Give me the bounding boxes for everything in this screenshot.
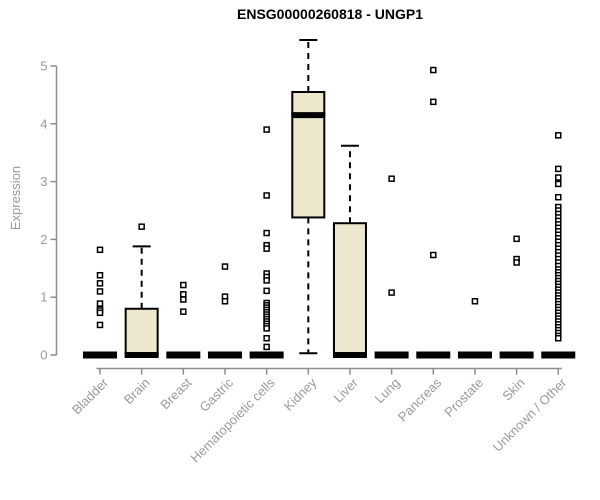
outlier-point — [263, 343, 270, 351]
outlier-point — [138, 223, 145, 230]
outlier-point — [555, 180, 562, 188]
y-tick-label: 5 — [40, 59, 47, 74]
x-tick-label: Bladder — [69, 375, 112, 418]
outlier-point — [263, 325, 270, 332]
outlier-point — [471, 297, 479, 305]
outlier-point — [555, 174, 562, 181]
outlier-point — [180, 281, 187, 289]
x-tick-label: Gastric — [196, 375, 236, 415]
outlier-point — [96, 321, 104, 329]
box — [291, 91, 326, 219]
chart-title: ENSG00000260818 - UNGP1 — [237, 6, 423, 22]
outlier-point — [513, 235, 520, 243]
outlier-point — [96, 271, 104, 279]
x-tick-label: Breast — [157, 375, 194, 412]
box — [332, 222, 367, 356]
outlier-point — [96, 300, 104, 307]
outlier-point — [430, 251, 437, 259]
x-tick-label: Brain — [121, 375, 153, 407]
outlier-point — [221, 297, 229, 305]
outlier-point — [221, 263, 229, 270]
outlier-point — [555, 132, 562, 139]
outlier-point — [263, 245, 270, 252]
outlier-point — [96, 246, 104, 254]
outlier-point — [555, 334, 562, 342]
outlier-point — [430, 98, 437, 106]
y-tick-label: 2 — [40, 232, 47, 247]
outlier-point — [96, 288, 104, 295]
outlier-point — [513, 259, 520, 266]
x-tick-label: Pancreas — [395, 375, 445, 425]
x-tick-label: Skin — [499, 375, 527, 403]
outlier-point — [555, 193, 562, 201]
outlier-point — [263, 229, 270, 237]
outlier-point — [555, 165, 562, 173]
outlier-point — [96, 280, 104, 287]
outlier-point — [263, 126, 270, 133]
outlier-point — [180, 291, 187, 298]
y-tick-label: 0 — [40, 348, 47, 363]
box — [124, 307, 159, 357]
outlier-point — [263, 192, 270, 199]
outlier-point — [180, 296, 187, 303]
outlier-point — [180, 308, 187, 315]
outlier-point — [430, 66, 437, 74]
y-tick-label: 4 — [40, 116, 47, 131]
outlier-point — [388, 175, 395, 182]
outlier-point — [263, 277, 270, 284]
x-tick-label: Lung — [372, 375, 403, 406]
x-tick-label: Kidney — [281, 375, 320, 414]
outlier-point — [96, 309, 104, 317]
outlier-point — [263, 287, 270, 295]
x-tick-label: Prostate — [441, 375, 486, 420]
outlier-point — [388, 289, 395, 296]
x-tick-label: Unknown / Other — [490, 375, 570, 455]
y-tick-label: 1 — [40, 290, 47, 305]
y-tick-label: 3 — [40, 174, 47, 189]
x-tick-label: Liver — [331, 375, 362, 406]
outlier-point — [263, 334, 270, 342]
